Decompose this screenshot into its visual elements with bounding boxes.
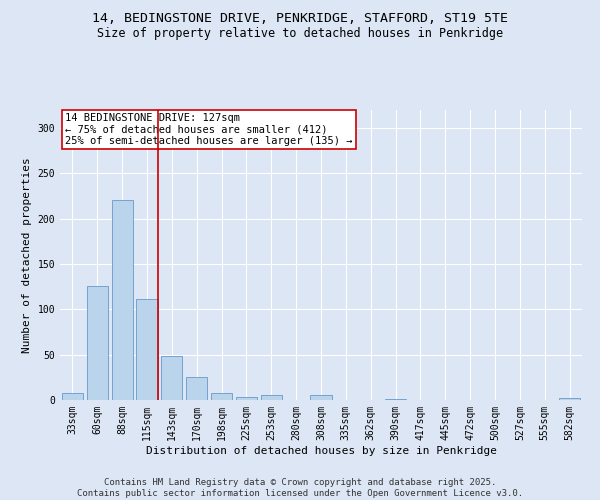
- Bar: [136, 300, 158, 400]
- Bar: [211, 393, 232, 400]
- Bar: [385, 399, 406, 400]
- Bar: [62, 393, 83, 400]
- X-axis label: Distribution of detached houses by size in Penkridge: Distribution of detached houses by size …: [146, 446, 497, 456]
- Bar: [559, 398, 580, 400]
- Text: Size of property relative to detached houses in Penkridge: Size of property relative to detached ho…: [97, 28, 503, 40]
- Text: Contains HM Land Registry data © Crown copyright and database right 2025.
Contai: Contains HM Land Registry data © Crown c…: [77, 478, 523, 498]
- Text: 14 BEDINGSTONE DRIVE: 127sqm
← 75% of detached houses are smaller (412)
25% of s: 14 BEDINGSTONE DRIVE: 127sqm ← 75% of de…: [65, 113, 353, 146]
- Bar: [161, 356, 182, 400]
- Bar: [186, 378, 207, 400]
- Bar: [236, 398, 257, 400]
- Bar: [310, 394, 332, 400]
- Text: 14, BEDINGSTONE DRIVE, PENKRIDGE, STAFFORD, ST19 5TE: 14, BEDINGSTONE DRIVE, PENKRIDGE, STAFFO…: [92, 12, 508, 26]
- Bar: [112, 200, 133, 400]
- Bar: [261, 396, 282, 400]
- Y-axis label: Number of detached properties: Number of detached properties: [22, 157, 32, 353]
- Bar: [87, 286, 108, 400]
